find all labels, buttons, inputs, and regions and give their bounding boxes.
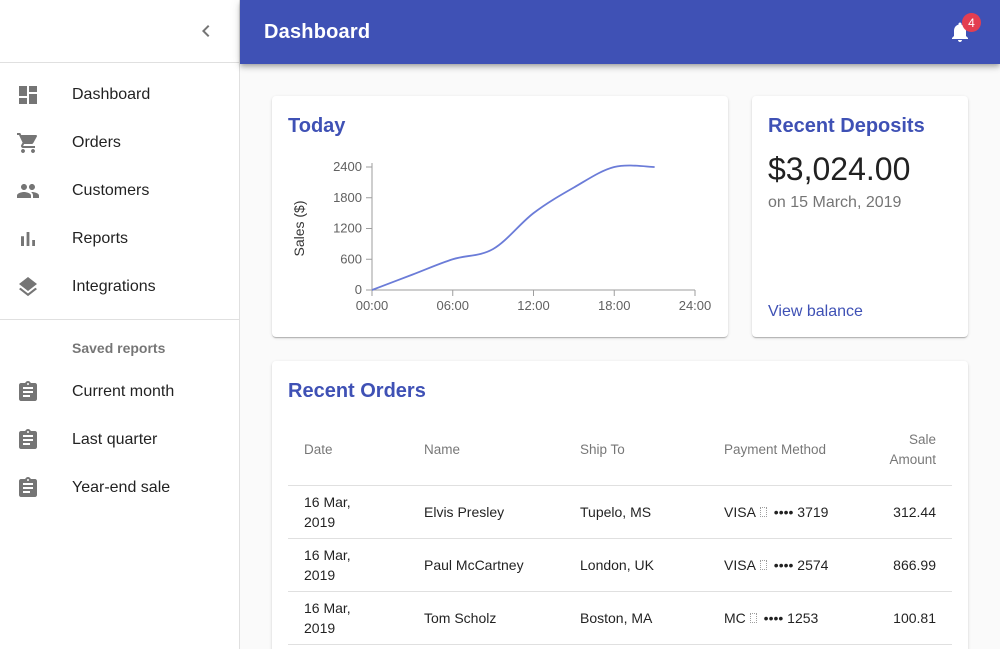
sidebar-item-label: Orders bbox=[72, 134, 121, 151]
order-name bbox=[408, 644, 564, 649]
sidebar-item-reports[interactable]: Reports bbox=[0, 215, 239, 263]
order-sale-amount: 866.99 bbox=[858, 538, 952, 592]
order-date: 16 Mar, 2019 bbox=[288, 485, 408, 539]
saved-reports-list: Current month Last quarter Year-end sale bbox=[0, 368, 239, 520]
table-row: 16 Mar, AMEX •••• bbox=[288, 644, 952, 649]
order-name: Elvis Presley bbox=[408, 485, 564, 539]
top-cards-row: Today 0 600 1200 1800 2400 00:00 06:00 12:00 18:… bbox=[272, 96, 968, 337]
view-balance-link[interactable]: View balance bbox=[768, 303, 863, 320]
order-payment-method: VISA •••• 3719 bbox=[708, 485, 858, 539]
sidebar-item-label: Reports bbox=[72, 230, 129, 247]
column-header: Ship To bbox=[564, 415, 708, 486]
notifications-button[interactable]: 4 bbox=[936, 8, 984, 56]
layers-icon bbox=[16, 275, 72, 299]
sidebar-item-label: Dashboard bbox=[72, 86, 151, 103]
svg-text:1200: 1200 bbox=[333, 221, 362, 236]
bar-chart-icon bbox=[16, 227, 72, 251]
svg-text:Sales ($): Sales ($) bbox=[291, 200, 307, 256]
sales-line-chart: 0 600 1200 1800 2400 00:00 06:00 12:00 18:00 24:0… bbox=[291, 159, 712, 313]
content-area: Today 0 600 1200 1800 2400 00:00 06:00 12:00 18:… bbox=[240, 64, 1000, 649]
chevron-left-icon bbox=[202, 25, 210, 37]
order-sale-amount: 100.81 bbox=[858, 591, 952, 645]
assignment-icon bbox=[16, 380, 72, 404]
svg-text:06:00: 06:00 bbox=[436, 298, 469, 313]
assignment-icon bbox=[16, 428, 72, 452]
spacer bbox=[768, 212, 952, 303]
dashboard-icon bbox=[16, 83, 72, 107]
order-payment-method: MC •••• 1253 bbox=[708, 591, 858, 645]
missing-glyph-box bbox=[759, 560, 767, 570]
svg-text:1800: 1800 bbox=[333, 190, 362, 205]
sidebar-item-label: Year-end sale bbox=[72, 479, 171, 496]
column-header: Payment Method bbox=[708, 415, 858, 486]
order-sale-amount: 312.44 bbox=[858, 485, 952, 539]
order-ship-to bbox=[564, 644, 708, 649]
sidebar-item-current-month[interactable]: Current month bbox=[0, 368, 239, 416]
missing-glyph-box bbox=[749, 613, 757, 623]
order-date: 16 Mar, 2019 bbox=[288, 538, 408, 592]
sidebar-item-dashboard[interactable]: Dashboard bbox=[0, 71, 239, 119]
svg-text:0: 0 bbox=[355, 282, 362, 297]
column-header: Date bbox=[288, 415, 408, 486]
sidebar-item-label: Integrations bbox=[72, 278, 156, 295]
svg-text:00:00: 00:00 bbox=[356, 298, 389, 313]
sidebar-item-customers[interactable]: Customers bbox=[0, 167, 239, 215]
sidebar-item-integrations[interactable]: Integrations bbox=[0, 263, 239, 311]
order-name: Tom Scholz bbox=[408, 591, 564, 645]
sidebar-item-label: Current month bbox=[72, 383, 175, 400]
table-row: 16 Mar, 2019 Elvis Presley Tupelo, MS VISA •… bbox=[288, 485, 952, 539]
sidebar-header bbox=[0, 0, 239, 63]
deposit-date: on 15 March, 2019 bbox=[768, 194, 902, 211]
sidebar-nav: Dashboard Orders Customers Reports Integrati… bbox=[0, 63, 239, 520]
table-row: 16 Mar, 2019 Tom Scholz Boston, MA MC •••• 1… bbox=[288, 591, 952, 645]
main-nav-list: Dashboard Orders Customers Reports Integrati… bbox=[0, 63, 239, 319]
orders-card-title: Recent Orders bbox=[288, 380, 426, 402]
column-header: Sale Amount bbox=[858, 415, 952, 486]
order-name: Paul McCartney bbox=[408, 538, 564, 592]
order-payment-method: VISA •••• 2574 bbox=[708, 538, 858, 592]
assignment-icon bbox=[16, 476, 72, 500]
deposits-card-title: Recent Deposits bbox=[768, 115, 925, 137]
shopping-cart-icon bbox=[16, 131, 72, 155]
order-ship-to: London, UK bbox=[564, 538, 708, 592]
order-ship-to: Tupelo, MS bbox=[564, 485, 708, 539]
sidebar-divider bbox=[0, 319, 239, 320]
sidebar-item-last-quarter[interactable]: Last quarter bbox=[0, 416, 239, 464]
svg-text:24:00: 24:00 bbox=[679, 298, 712, 313]
order-ship-to: Boston, MA bbox=[564, 591, 708, 645]
sidebar-item-label: Customers bbox=[72, 182, 150, 199]
page-title: Dashboard bbox=[264, 20, 371, 43]
sidebar-item-label: Last quarter bbox=[72, 431, 158, 448]
missing-glyph-box bbox=[759, 507, 767, 517]
today-card-title: Today bbox=[288, 115, 346, 137]
sidebar-item-year-end-sale[interactable]: Year-end sale bbox=[0, 464, 239, 512]
svg-text:600: 600 bbox=[340, 251, 362, 266]
main-area: Dashboard 4 Today 0 600 1200 1800 2400 00:00 0… bbox=[240, 0, 1000, 649]
order-date: 16 Mar, 2019 bbox=[288, 591, 408, 645]
recent-deposits-card: Recent Deposits $3,024.00 on 15 March, 2… bbox=[752, 96, 968, 337]
app-bar: Dashboard 4 bbox=[240, 0, 1000, 64]
order-sale-amount bbox=[858, 644, 952, 649]
sidebar-item-orders[interactable]: Orders bbox=[0, 119, 239, 167]
order-date: 16 Mar, bbox=[288, 644, 408, 649]
notification-badge: 4 bbox=[962, 13, 981, 32]
people-icon bbox=[16, 179, 72, 203]
svg-text:12:00: 12:00 bbox=[517, 298, 550, 313]
table-row: 16 Mar, 2019 Paul McCartney London, UK VISA … bbox=[288, 538, 952, 592]
saved-reports-subheader: Saved reports bbox=[72, 340, 166, 356]
sidebar: Dashboard Orders Customers Reports Integrati… bbox=[0, 0, 240, 649]
svg-text:2400: 2400 bbox=[333, 159, 362, 174]
collapse-sidebar-button[interactable] bbox=[182, 7, 230, 55]
svg-text:18:00: 18:00 bbox=[598, 298, 631, 313]
column-header: Name bbox=[408, 415, 564, 486]
recent-orders-card: Recent Orders Date Name Ship To Payment Met… bbox=[272, 361, 968, 649]
today-sales-card: Today 0 600 1200 1800 2400 00:00 06:00 12:00 18:… bbox=[272, 96, 728, 337]
order-payment-method: AMEX •••• bbox=[708, 644, 858, 649]
orders-header-row: Date Name Ship To Payment Method Sale Amount bbox=[288, 415, 952, 486]
orders-table: Date Name Ship To Payment Method Sale Amount… bbox=[288, 415, 952, 649]
deposit-amount: $3,024.00 bbox=[768, 151, 911, 187]
